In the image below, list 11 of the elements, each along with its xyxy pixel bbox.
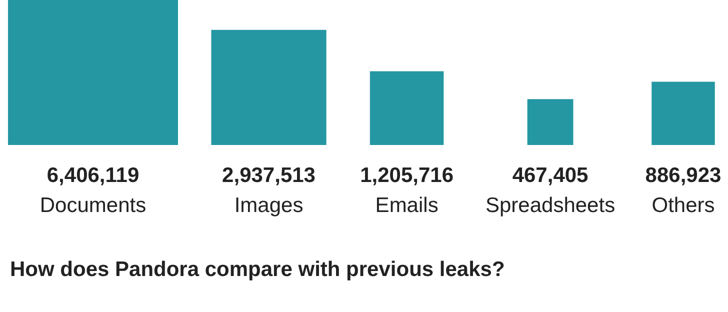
category-label: Emails: [375, 194, 438, 217]
data-label: 6,406,119: [46, 164, 140, 187]
category-label: Documents: [40, 194, 146, 217]
data-label: 886,923: [645, 164, 722, 187]
category-label: Others: [652, 194, 715, 217]
data-label: 2,937,513: [222, 164, 316, 187]
category-label: Images: [234, 194, 304, 217]
text: How does Pandora compare with previous leaks?: [10, 258, 505, 281]
category-label: Spreadsheets: [485, 194, 616, 217]
data-label: 1,205,716: [360, 164, 454, 187]
data-label: 467,405: [512, 164, 589, 187]
